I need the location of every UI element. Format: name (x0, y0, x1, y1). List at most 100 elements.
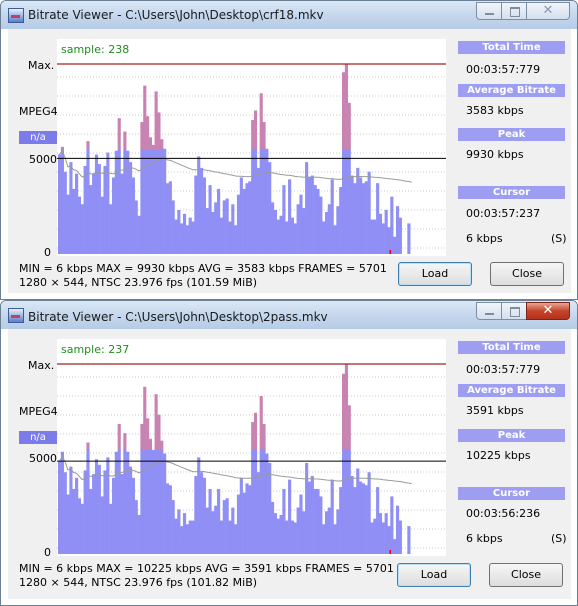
bitrate-bar (373, 219, 377, 254)
bitrate-bar (393, 236, 397, 254)
bitrate-peak-bar (344, 64, 348, 150)
bitrate-bar (103, 470, 107, 554)
bitrate-bar (148, 149, 153, 254)
bitrate-bar (222, 200, 226, 254)
bitrate-bar (256, 472, 260, 554)
bitrate-peak-bar (344, 364, 348, 450)
cursor-flag: (S) (551, 532, 567, 545)
bitrate-bar (302, 208, 306, 254)
bitrate-bar (282, 185, 286, 254)
bitrate-plot[interactable]: sample: 237 (57, 339, 446, 556)
bitrate-bar (282, 488, 286, 554)
load-button[interactable]: Load (398, 262, 472, 286)
y-mid-label: 5000 (29, 153, 57, 166)
bitrate-bar (262, 449, 266, 554)
stats-format: 1280 × 544, NTSC 23.976 fps (101.59 MiB) (19, 276, 258, 289)
bitrate-bar (174, 518, 178, 554)
y-max-label: Max. (28, 359, 55, 372)
minimize-button[interactable] (476, 2, 502, 20)
bitrate-bar (137, 514, 141, 554)
bitrate-bar (305, 462, 309, 554)
bitrate-bar (109, 204, 113, 254)
bitrate-peak-bar (251, 120, 255, 150)
bitrate-bar (234, 524, 238, 554)
bitrate-bar (296, 507, 300, 554)
bitrate-bar (126, 451, 130, 554)
bitrate-peak-bar (148, 438, 153, 450)
bitrate-bar (66, 494, 70, 554)
bitrate-bar (194, 475, 198, 554)
bitrate-bar (143, 449, 147, 554)
bitrate-bar (228, 520, 232, 554)
cursor-time-value: 00:03:56:236 (466, 507, 541, 520)
bitrate-bar (165, 183, 170, 254)
bitrate-bar (276, 219, 280, 254)
title-bar[interactable]: Bitrate Viewer - C:\Users\John\Desktop\2… (1, 301, 577, 329)
codec-label: MPEG4 (19, 405, 58, 418)
bitrate-bar (140, 449, 144, 554)
bitrate-peak-bar (123, 433, 127, 450)
bitrate-peak-bar (117, 118, 121, 150)
bitrate-bar (398, 520, 402, 554)
bitrate-bar (185, 225, 189, 254)
bitrate-bar (390, 496, 394, 554)
bitrate-bar (364, 181, 368, 254)
app-icon (8, 8, 24, 23)
close-window-button[interactable]: ✕ (526, 2, 570, 20)
bitrate-bar (58, 154, 62, 254)
bitrate-bar (120, 474, 124, 554)
bitrate-bar (342, 149, 346, 254)
bitrate-bar (202, 477, 206, 554)
maximize-button[interactable] (501, 2, 527, 20)
bitrate-bar (151, 149, 155, 254)
bitrate-bar (177, 209, 181, 254)
bitrate-peak-bar (253, 110, 258, 150)
bitrate-peak-bar (347, 405, 351, 450)
bitrate-bar (378, 513, 383, 554)
bitrate-bar (327, 507, 331, 554)
bitrate-bar (370, 522, 374, 554)
bitrate-bar (154, 149, 158, 254)
bitrate-bar (316, 188, 320, 254)
bitrate-bar (344, 149, 348, 254)
bitrate-bar (180, 526, 184, 554)
bitrate-peak-bar (160, 440, 164, 450)
bitrate-bar (253, 149, 258, 254)
peak-value: 10225 kbps (466, 449, 531, 462)
bitrate-bar (120, 173, 124, 254)
bitrate-plot[interactable]: sample: 238 (57, 39, 446, 256)
load-button[interactable]: Load (397, 563, 471, 587)
bitrate-bar (80, 503, 84, 554)
bitrate-bar (182, 513, 187, 554)
title-bar[interactable]: Bitrate Viewer - C:\Users\John\Desktop\c… (1, 1, 577, 29)
bitrate-bar (154, 449, 158, 554)
bitrate-bar (66, 194, 70, 254)
maximize-button[interactable] (501, 302, 527, 320)
bitrate-peak-bar (60, 146, 64, 150)
bitrate-bar (106, 457, 110, 554)
minimize-button[interactable] (476, 302, 502, 320)
close-icon: ✕ (542, 3, 554, 18)
bitrate-bar (171, 200, 175, 254)
bitrate-bar (378, 213, 383, 254)
close-button[interactable]: Close (489, 563, 563, 587)
sample-label: sample: 237 (61, 343, 130, 356)
close-window-button[interactable]: ✕ (526, 302, 570, 320)
bitrate-bar (219, 217, 224, 254)
window-title: Bitrate Viewer - C:\Users\John\Desktop\c… (28, 8, 324, 22)
bitrate-bar (384, 209, 388, 254)
bitrate-bar (327, 204, 331, 254)
minimize-icon (485, 313, 494, 315)
bitrate-bar (370, 219, 374, 254)
bitrate-bar (319, 196, 323, 254)
bitrate-bar (395, 206, 400, 254)
bitrate-bar (129, 162, 133, 254)
bitrate-bar (222, 500, 226, 554)
bitrate-bar (307, 481, 312, 554)
average-curve (59, 149, 412, 183)
bitrate-bar (285, 520, 289, 554)
bitrate-bar (359, 177, 363, 254)
close-button[interactable]: Close (490, 262, 564, 286)
bitrate-bar (268, 462, 272, 554)
bitrate-bar (381, 223, 385, 254)
